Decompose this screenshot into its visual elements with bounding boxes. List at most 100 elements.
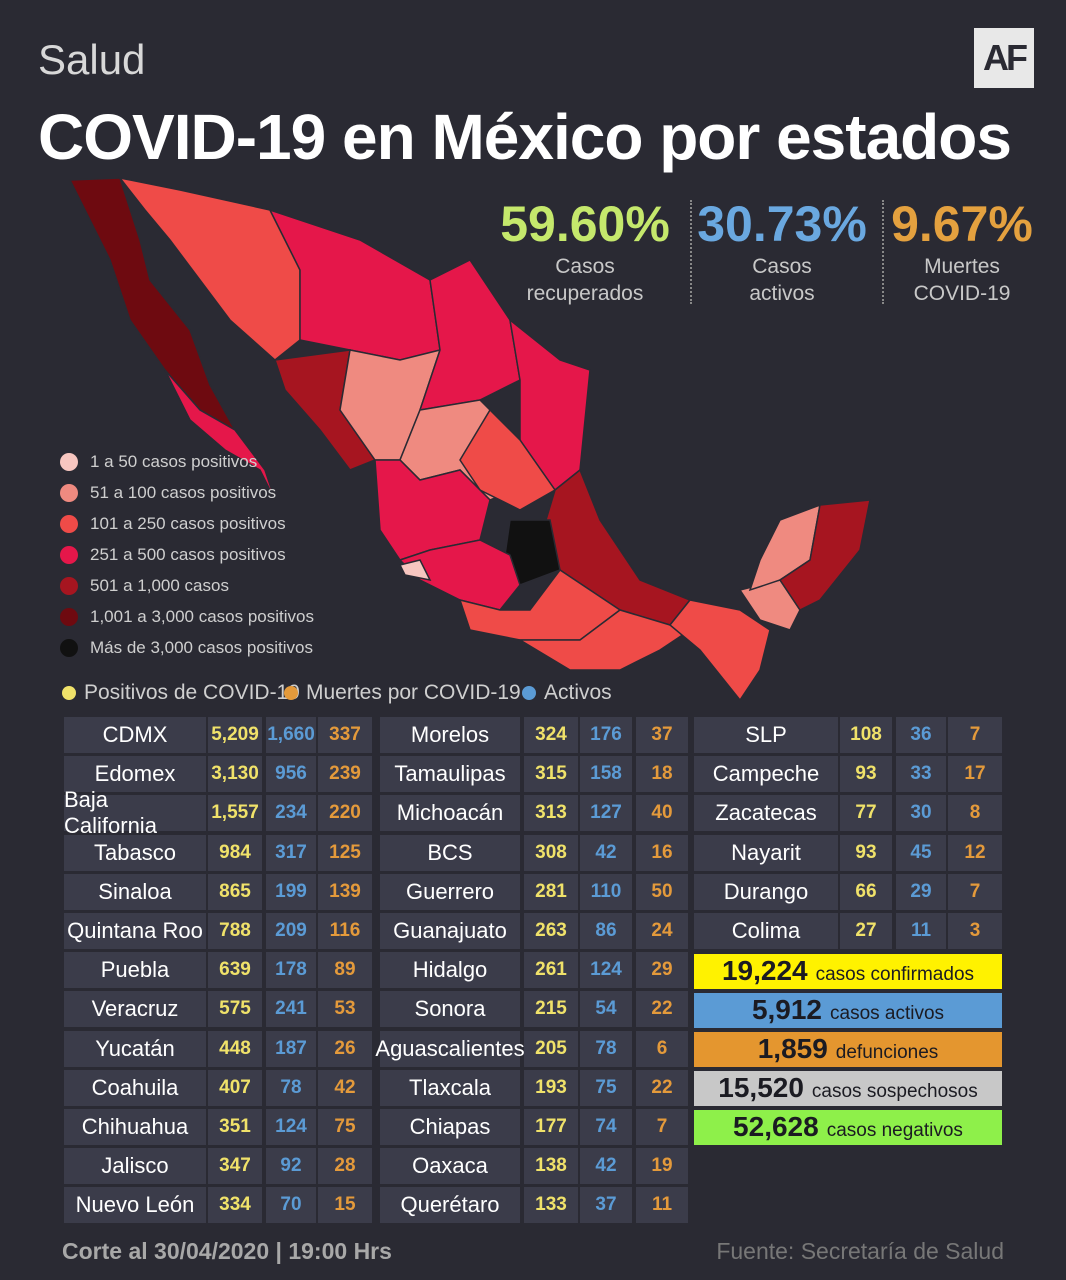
state-name: Sinaloa bbox=[64, 873, 206, 910]
table-number: 29 bbox=[896, 873, 946, 910]
table-number: 27 bbox=[840, 913, 892, 949]
state-name: Tlaxcala bbox=[380, 1069, 520, 1106]
legend-label: 251 a 500 casos positivos bbox=[90, 545, 286, 564]
table-number: 313 bbox=[524, 795, 578, 832]
stat-label: COVID-19 bbox=[913, 282, 1011, 305]
legend-label: 51 a 100 casos positivos bbox=[90, 483, 277, 502]
stat-value: 9.67% bbox=[891, 196, 1033, 252]
table-number: 17 bbox=[948, 756, 1002, 793]
legend-label: Más de 3,000 casos positivos bbox=[90, 638, 314, 657]
state-name: Michoacán bbox=[380, 795, 520, 832]
table-number: 116 bbox=[318, 913, 372, 949]
table-legend-item: Muertes por COVID-19 bbox=[284, 681, 521, 705]
table-number: 984 bbox=[208, 834, 262, 871]
total-box: 52,628 casos negativos bbox=[694, 1110, 1002, 1145]
table-number: 1,557 bbox=[208, 795, 262, 832]
state-name: Hidalgo bbox=[380, 952, 520, 989]
state-name: Campeche bbox=[694, 756, 838, 793]
table-number: 956 bbox=[266, 756, 316, 793]
table-number: 15 bbox=[318, 1187, 372, 1224]
legend-dot bbox=[60, 484, 78, 502]
table-number: 3,130 bbox=[208, 756, 262, 793]
table-number: 263 bbox=[524, 913, 578, 949]
total-value: 52,628 bbox=[733, 1111, 819, 1142]
state-name: Nayarit bbox=[694, 834, 838, 871]
state-name: Sonora bbox=[380, 991, 520, 1028]
legend-label: Muertes por COVID-19 bbox=[306, 681, 521, 704]
state-name: Durango bbox=[694, 873, 838, 910]
table-number: 108 bbox=[840, 717, 892, 753]
state-name: Coahuila bbox=[64, 1069, 206, 1106]
table-number: 3 bbox=[948, 913, 1002, 949]
table-number: 12 bbox=[948, 834, 1002, 871]
table-number: 241 bbox=[266, 991, 316, 1028]
table-number: 22 bbox=[636, 991, 688, 1028]
table-number: 139 bbox=[318, 873, 372, 910]
state-name: BCS bbox=[380, 834, 520, 871]
table-number: 36 bbox=[896, 717, 946, 753]
state-name: Edomex bbox=[64, 756, 206, 793]
map-legend-item: 101 a 250 casos positivos bbox=[60, 514, 286, 534]
table-number: 78 bbox=[266, 1069, 316, 1106]
table-number: 788 bbox=[208, 913, 262, 949]
table-legend-item: Positivos de COVID-19 bbox=[62, 681, 300, 705]
table-number: 53 bbox=[318, 991, 372, 1028]
table-number: 70 bbox=[266, 1187, 316, 1224]
table-number: 11 bbox=[896, 913, 946, 949]
stat-value: 30.73% bbox=[697, 196, 867, 252]
state-name: Chiapas bbox=[380, 1109, 520, 1145]
table-number: 448 bbox=[208, 1030, 262, 1067]
table-number: 42 bbox=[580, 1148, 632, 1185]
separator bbox=[882, 200, 884, 304]
table-number: 28 bbox=[318, 1148, 372, 1185]
table-number: 193 bbox=[524, 1069, 578, 1106]
legend-dot bbox=[60, 608, 78, 626]
state-name: Quintana Roo bbox=[64, 913, 206, 949]
state-name: Yucatán bbox=[64, 1030, 206, 1067]
total-value: 19,224 bbox=[721, 955, 808, 986]
map-legend-item: 1 a 50 casos positivos bbox=[60, 452, 257, 472]
table-number: 7 bbox=[948, 717, 1002, 753]
logo: AF bbox=[974, 28, 1034, 88]
map-legend-item: Más de 3,000 casos positivos bbox=[60, 638, 313, 658]
legend-dot bbox=[62, 686, 76, 700]
state-name: Jalisco bbox=[64, 1148, 206, 1185]
table-number: 177 bbox=[524, 1109, 578, 1145]
map-legend-item: 1,001 a 3,000 casos positivos bbox=[60, 607, 314, 627]
table-number: 37 bbox=[580, 1187, 632, 1224]
legend-dot bbox=[284, 686, 298, 700]
total-box: 19,224 casos confirmados bbox=[694, 954, 1002, 989]
table-number: 50 bbox=[636, 873, 688, 910]
table-number: 19 bbox=[636, 1148, 688, 1185]
table-number: 158 bbox=[580, 756, 632, 793]
stat-label: Casos bbox=[752, 255, 812, 278]
table-number: 22 bbox=[636, 1069, 688, 1106]
table-number: 127 bbox=[580, 795, 632, 832]
table-number: 234 bbox=[266, 795, 316, 832]
table-number: 18 bbox=[636, 756, 688, 793]
table-number: 5,209 bbox=[208, 717, 262, 753]
table-number: 407 bbox=[208, 1069, 262, 1106]
state-name: Nuevo León bbox=[64, 1187, 206, 1224]
table-number: 220 bbox=[318, 795, 372, 832]
legend-dot bbox=[60, 453, 78, 471]
state-name: Chihuahua bbox=[64, 1109, 206, 1145]
table-number: 24 bbox=[636, 913, 688, 949]
stat-label: recuperados bbox=[526, 282, 644, 305]
table-number: 75 bbox=[318, 1109, 372, 1145]
total-value: 1,859 bbox=[757, 1033, 828, 1064]
table-number: 77 bbox=[840, 795, 892, 832]
table-number: 1,660 bbox=[266, 717, 316, 753]
legend-dot bbox=[60, 515, 78, 533]
state-name: Guerrero bbox=[380, 873, 520, 910]
map-legend-item: 51 a 100 casos positivos bbox=[60, 483, 276, 503]
table-number: 281 bbox=[524, 873, 578, 910]
state-name: Morelos bbox=[380, 717, 520, 753]
title: COVID-19 en México por estados bbox=[38, 101, 1012, 173]
table-number: 133 bbox=[524, 1187, 578, 1224]
footer-date: Corte al 30/04/2020 | 19:00 Hrs bbox=[62, 1238, 392, 1264]
legend-dot bbox=[60, 546, 78, 564]
table-number: 308 bbox=[524, 834, 578, 871]
total-box: 5,912 casos activos bbox=[694, 993, 1002, 1028]
